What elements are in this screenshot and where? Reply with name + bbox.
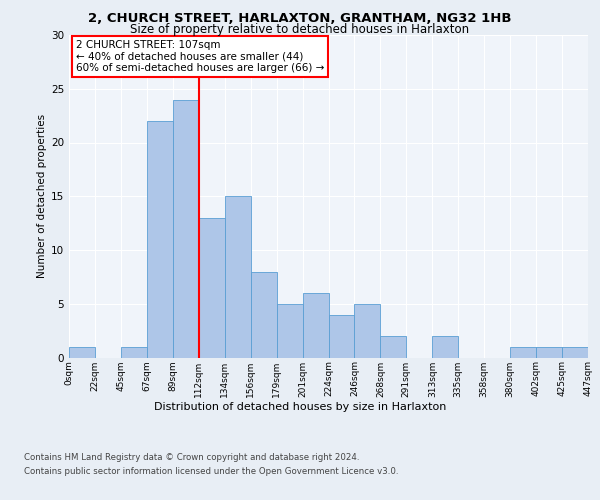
Bar [277, 304, 302, 358]
Bar [536, 347, 562, 358]
Text: Distribution of detached houses by size in Harlaxton: Distribution of detached houses by size … [154, 402, 446, 412]
Bar [121, 347, 147, 358]
Text: Size of property relative to detached houses in Harlaxton: Size of property relative to detached ho… [130, 22, 470, 36]
Text: 2, CHURCH STREET, HARLAXTON, GRANTHAM, NG32 1HB: 2, CHURCH STREET, HARLAXTON, GRANTHAM, N… [88, 12, 512, 26]
Text: Contains HM Land Registry data © Crown copyright and database right 2024.: Contains HM Land Registry data © Crown c… [24, 454, 359, 462]
Bar [510, 347, 536, 358]
Bar [147, 121, 173, 358]
Bar [433, 336, 458, 357]
Bar [69, 347, 95, 358]
Bar [380, 336, 406, 357]
Bar [173, 100, 199, 358]
Bar [225, 196, 251, 358]
Text: 2 CHURCH STREET: 107sqm
← 40% of detached houses are smaller (44)
60% of semi-de: 2 CHURCH STREET: 107sqm ← 40% of detache… [76, 40, 324, 73]
Bar [199, 218, 224, 358]
Bar [302, 293, 329, 358]
Bar [562, 347, 588, 358]
Bar [355, 304, 380, 358]
Bar [329, 314, 355, 358]
Y-axis label: Number of detached properties: Number of detached properties [37, 114, 47, 278]
Bar [251, 272, 277, 358]
Text: Contains public sector information licensed under the Open Government Licence v3: Contains public sector information licen… [24, 467, 398, 476]
